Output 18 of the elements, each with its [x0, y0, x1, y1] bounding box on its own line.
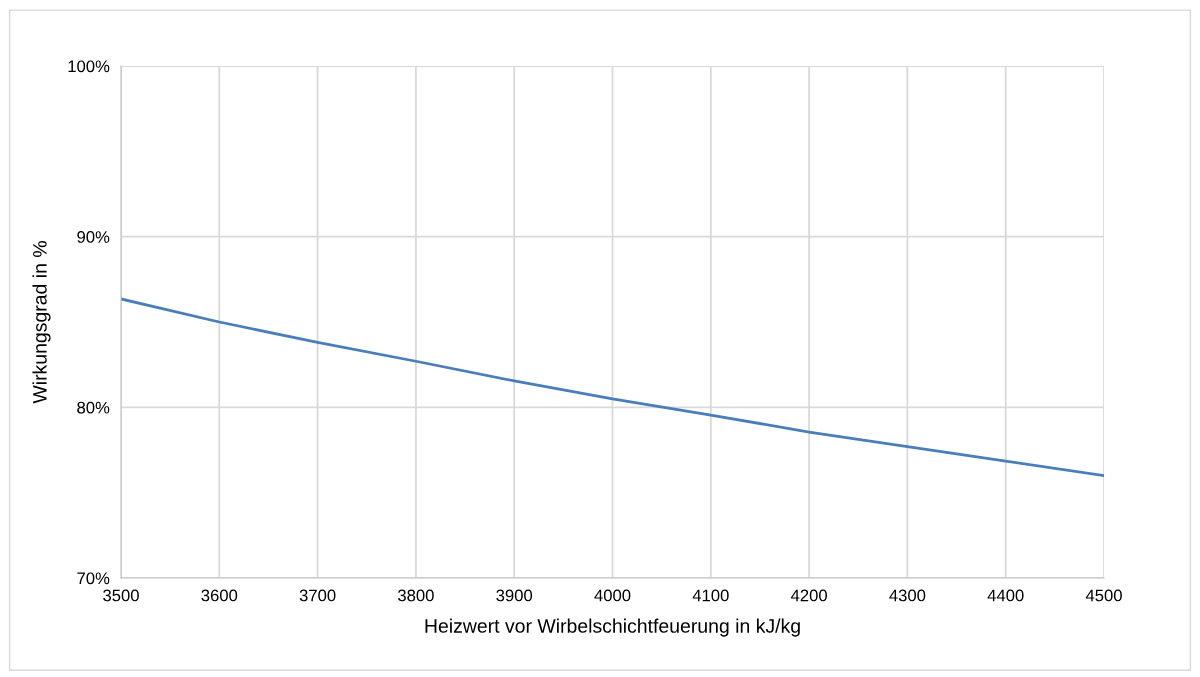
- x-tick-label: 3500: [103, 589, 139, 602]
- y-tick-label: 80%: [77, 401, 110, 414]
- x-tick-label: 4100: [692, 589, 729, 602]
- y-tick-label: 70%: [77, 572, 110, 585]
- line-series: [121, 297, 1104, 477]
- x-tick-label: 4200: [790, 589, 827, 602]
- y-tick-label: 100%: [68, 60, 110, 73]
- x-axis-title: Heizwert vor Wirbelschichtfeuerung in kJ/kg: [425, 618, 800, 637]
- y-tick-label: 90%: [77, 231, 110, 243]
- x-tick-label: 4500: [1085, 589, 1122, 602]
- x-tick-label: 3900: [496, 589, 533, 602]
- x-tick-label: 3600: [201, 589, 238, 602]
- x-tick-label: 3700: [299, 589, 336, 602]
- x-tick-label: 4300: [889, 589, 926, 602]
- x-tick-label: 4400: [987, 589, 1024, 602]
- x-tick-label: 4000: [594, 589, 631, 602]
- x-tick-label: 3800: [398, 589, 434, 602]
- y-axis-title: Wirkungsgrad in %: [32, 241, 51, 404]
